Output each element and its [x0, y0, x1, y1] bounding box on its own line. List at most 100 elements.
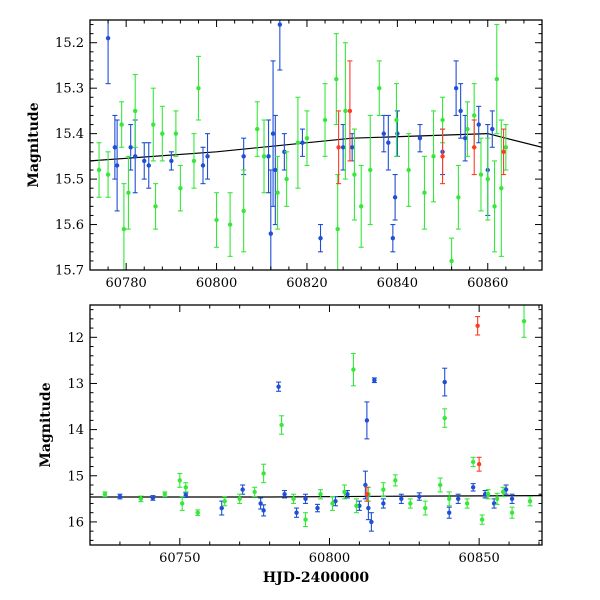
- bottom-data-point: [317, 489, 323, 500]
- bottom-data-point: [416, 492, 422, 501]
- top-data-point: [381, 114, 387, 153]
- bottom-plot-data-layer: [90, 305, 542, 532]
- top-data-point: [342, 42, 348, 180]
- top-data-point: [498, 119, 504, 257]
- top-data-point: [153, 183, 159, 230]
- bottom-data-point: [494, 492, 500, 505]
- top-y-tick-label: 15.3: [55, 82, 84, 97]
- top-x-tick-label: 60820: [286, 276, 327, 291]
- bottom-data-point: [368, 512, 374, 532]
- top-data-point: [385, 114, 391, 171]
- bottom-y-tick-label: 15: [67, 469, 84, 484]
- top-data-point: [392, 173, 398, 221]
- bottom-data-point: [442, 367, 448, 397]
- bottom-data-point: [380, 498, 386, 509]
- bottom-data-point: [371, 377, 377, 384]
- bottom-data-point: [237, 493, 243, 505]
- top-data-point: [489, 110, 495, 148]
- top-data-point: [347, 60, 353, 162]
- top-data-point: [478, 137, 484, 212]
- bottom-data-point: [350, 352, 356, 387]
- bottom-data-point: [261, 463, 267, 484]
- top-data-point: [431, 110, 437, 203]
- bottom-data-point: [303, 493, 309, 505]
- bottom-data-point: [442, 408, 448, 428]
- bottom-data-point: [341, 484, 347, 500]
- bottom-data-point: [219, 500, 225, 516]
- top-y-tick-label: 15.6: [55, 218, 84, 233]
- top-data-point: [195, 55, 201, 121]
- top-data-point: [458, 83, 464, 139]
- bottom-data-point: [117, 493, 123, 500]
- top-light-curve-panel: 60780 60800 60820 60840 60860 15.2 15.3 15.4 15.…: [26, 19, 543, 291]
- bottom-data-point: [162, 491, 168, 498]
- bottom-data-point: [294, 507, 300, 518]
- bottom-data-point: [455, 493, 461, 505]
- top-data-point: [125, 155, 131, 230]
- top-data-point: [272, 114, 278, 226]
- top-data-point: [284, 151, 290, 207]
- top-data-point: [494, 23, 500, 135]
- top-data-point: [376, 60, 382, 117]
- top-data-point: [421, 155, 427, 230]
- bottom-data-point: [314, 503, 320, 513]
- bottom-y-tick-label: 12: [67, 331, 84, 346]
- bottom-data-point: [291, 493, 297, 505]
- top-data-point: [177, 164, 183, 212]
- top-data-point: [351, 128, 357, 221]
- top-x-tick-label: 60860: [467, 276, 508, 291]
- top-y-tick-label: 15.4: [55, 127, 84, 142]
- bottom-data-point: [521, 305, 527, 338]
- top-data-point: [214, 192, 220, 248]
- top-x-tick-label: 60840: [377, 276, 418, 291]
- top-data-point: [168, 151, 174, 171]
- top-data-point: [318, 223, 324, 253]
- bottom-data-point: [470, 456, 476, 468]
- bottom-series-green: [102, 305, 533, 528]
- top-data-point: [471, 119, 477, 176]
- bottom-data-point: [177, 472, 183, 488]
- top-data-point: [455, 164, 461, 230]
- top-y-tick-label: 15.2: [55, 36, 84, 51]
- top-data-point: [462, 114, 468, 162]
- bottom-data-point: [509, 493, 515, 505]
- top-x-tick-label: 60800: [196, 276, 237, 291]
- top-data-point: [449, 237, 455, 270]
- top-data-point: [96, 142, 102, 198]
- top-data-point: [114, 119, 120, 212]
- bottom-data-point: [446, 506, 452, 519]
- bottom-data-point: [102, 491, 108, 498]
- bottom-data-point: [329, 495, 335, 511]
- top-data-point: [367, 114, 373, 226]
- bottom-data-point: [446, 491, 452, 507]
- top-data-point: [322, 83, 328, 157]
- bottom-data-point: [527, 495, 533, 507]
- top-data-point: [119, 101, 125, 148]
- top-data-point: [121, 183, 127, 270]
- bottom-data-point: [183, 482, 189, 493]
- top-data-point: [277, 20, 283, 71]
- top-series-green: [96, 23, 509, 270]
- top-data-point: [227, 192, 233, 257]
- bottom-series-red: [364, 315, 482, 502]
- top-data-point: [453, 60, 459, 117]
- bottom-data-point: [422, 500, 428, 516]
- bottom-data-point: [364, 486, 370, 502]
- top-data-point: [241, 137, 247, 176]
- top-data-point: [492, 160, 498, 253]
- bottom-axes: 60750 60800 60850 12 13 14 15 16: [67, 305, 542, 566]
- bottom-data-point: [195, 509, 201, 517]
- bottom-data-point: [500, 486, 506, 498]
- top-series-red: [336, 60, 507, 185]
- bottom-data-point: [407, 498, 413, 509]
- bottom-data-point: [464, 498, 470, 509]
- top-data-point: [336, 110, 342, 185]
- bottom-data-point: [150, 495, 156, 501]
- bottom-y-tick-label: 16: [67, 515, 84, 530]
- top-data-point: [358, 164, 364, 248]
- top-data-point: [299, 128, 305, 157]
- top-data-point: [268, 169, 274, 270]
- top-series-blue: [105, 20, 495, 270]
- top-data-point: [261, 119, 267, 194]
